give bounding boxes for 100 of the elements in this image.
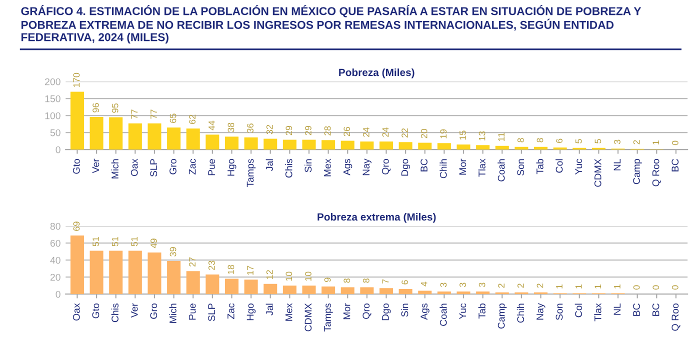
bar (224, 136, 238, 150)
data-label: 51 (92, 236, 99, 246)
x-tick-label: Chih (440, 159, 447, 178)
y-tick-label: 40 (50, 256, 60, 264)
x-tick-label: Son (517, 159, 524, 176)
y-tick-label: 200 (45, 78, 60, 86)
x-tick-label: Mor (459, 158, 466, 175)
x-tick-label: Dgo (401, 159, 410, 176)
data-label: 0 (672, 140, 678, 146)
data-label: 38 (228, 122, 234, 132)
data-label: 24 (362, 127, 370, 137)
chart-subtitle: Pobreza extrema (Miles) (318, 212, 436, 223)
bar (495, 146, 509, 150)
y-tick-label: 0 (56, 290, 60, 298)
data-label: 11 (498, 132, 504, 142)
x-tick-label: Gro (170, 159, 176, 174)
x-tick-label: Zac (228, 303, 234, 320)
x-tick-label: Gto (92, 304, 100, 318)
x-tick-label: Mich (111, 159, 118, 178)
data-label: 77 (131, 110, 138, 119)
x-tick-label: Oax (130, 158, 138, 176)
x-tick-label: Ags (420, 303, 430, 320)
data-label: 7 (382, 279, 389, 284)
data-label: 3 (614, 140, 620, 144)
x-tick-label: Son (556, 304, 563, 320)
x-tick-label: Oax (72, 303, 80, 320)
data-label: 27 (189, 257, 196, 267)
x-tick-label: CDMX (304, 303, 312, 332)
data-label: 19 (440, 129, 447, 138)
data-label: 69 (73, 222, 80, 231)
x-tick-label: Tab (536, 159, 544, 174)
data-label: 170 (73, 72, 80, 87)
data-label: 23 (208, 260, 215, 270)
bar (476, 145, 490, 150)
data-label: 1 (594, 284, 602, 288)
data-label: 4 (421, 282, 428, 286)
chart-title: GRÁFICO 4. ESTIMACIÓN DE LA POBLACIÓN EN MÉXICO QUE PASARÍA A ESTAR EN SITUACIÓN DE POBREZA Y POBREZA EXTREMA DE NO RECIBIR LOS INGRESOS POR REMESAS INTERNACIONALES, SEGÚN ENTIDAD FEDERATIVA, 2024 (MILES) (21, 4, 642, 44)
bar (302, 140, 316, 150)
data-label: 3 (440, 282, 447, 288)
data-label: 9 (324, 278, 331, 282)
data-label: 95 (112, 103, 118, 113)
x-tick-label: Coah (440, 304, 447, 326)
bar (418, 290, 432, 294)
x-tick-label: Col (556, 159, 563, 173)
x-tick-label: BC (633, 304, 640, 316)
bar (167, 128, 181, 150)
x-tick-label: NL (614, 303, 621, 315)
x-tick-label: Mex (324, 158, 331, 176)
data-label: 77 (150, 110, 157, 119)
bar (206, 134, 220, 150)
bar (148, 252, 162, 294)
data-label: 6 (556, 138, 562, 143)
bar (282, 140, 296, 150)
data-label: 29 (286, 126, 292, 136)
data-label: 13 (478, 131, 486, 140)
chart-subtitle: Pobreza (Miles) (339, 68, 414, 78)
bar (128, 123, 142, 150)
data-label: 24 (382, 127, 389, 137)
data-label: 1 (576, 284, 582, 288)
data-label: 2 (517, 284, 524, 288)
x-tick-label: Tamps (324, 303, 333, 332)
data-label: 2 (498, 284, 504, 288)
x-tick-label: Nay (536, 303, 546, 320)
x-tick-label: Q Roo (672, 304, 680, 331)
x-tick-label: Chis (111, 303, 118, 322)
bar (437, 292, 451, 294)
x-tick-label: BC (652, 304, 660, 316)
data-label: 0 (633, 285, 640, 290)
x-tick-label: SLP (208, 304, 216, 322)
bar (90, 250, 104, 294)
data-label: 65 (170, 114, 176, 123)
x-tick-label: Zac (188, 158, 196, 175)
bar (282, 286, 296, 294)
y-tick-label: 150 (45, 95, 60, 102)
data-label: 49 (150, 238, 157, 248)
bar (340, 287, 354, 294)
data-label: 29 (305, 126, 312, 136)
x-tick-label: Coah (498, 159, 505, 182)
bar (302, 286, 316, 294)
x-tick-label: BC (672, 159, 679, 172)
data-label: 5 (594, 139, 602, 144)
bar (264, 138, 278, 150)
data-label: 62 (189, 114, 196, 124)
bar (109, 117, 123, 150)
x-tick-label: Mor (343, 303, 350, 320)
bar (398, 289, 412, 294)
data-label: 6 (402, 280, 408, 284)
x-tick-label: Chis (285, 158, 292, 178)
x-tick-label: Sin (401, 304, 408, 317)
data-label: 26 (344, 126, 350, 136)
data-label: 3 (460, 282, 466, 288)
data-label: 3 (478, 282, 486, 288)
x-tick-label: Ver (131, 303, 138, 318)
data-label: 36 (247, 124, 254, 133)
data-label: 51 (131, 236, 138, 246)
x-tick-label: Tab (478, 304, 486, 319)
y-tick-label: 100 (45, 112, 60, 120)
x-tick-label: Ags (343, 158, 352, 176)
bar (418, 142, 432, 150)
bar (340, 140, 354, 150)
